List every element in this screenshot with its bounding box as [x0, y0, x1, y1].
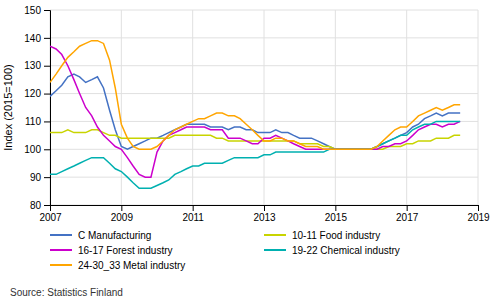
y-tick: 150 [24, 5, 50, 16]
y-tick-label: 130 [24, 60, 41, 71]
legend-label: C Manufacturing [78, 230, 151, 241]
grid-line-x [192, 10, 193, 205]
y-tick-mark [44, 177, 50, 178]
legend-swatch [50, 264, 72, 266]
x-tick-mark [478, 205, 479, 211]
x-tick-label: 2007 [39, 212, 62, 223]
source-note: Source: Statistics Finland [10, 287, 123, 298]
x-tick: 2011 [182, 205, 204, 223]
x-tick-mark [335, 205, 336, 211]
legend-item: 10-11 Food industry [264, 230, 380, 241]
x-tick-label: 2011 [182, 212, 204, 223]
y-tick-mark [44, 205, 50, 206]
y-tick-label: 120 [24, 88, 41, 99]
y-tick-mark [44, 10, 50, 11]
grid-line-x [406, 10, 407, 205]
y-tick-label: 90 [30, 172, 42, 183]
y-tick: 110 [25, 116, 50, 127]
legend-swatch [50, 234, 72, 236]
y-tick-mark [44, 94, 50, 95]
y-tick-label: 110 [25, 116, 41, 127]
series-line [50, 74, 460, 149]
x-tick: 2019 [467, 205, 490, 223]
y-tick-label: 140 [24, 33, 41, 44]
x-tick-label: 2019 [467, 212, 490, 223]
y-tick: 80 [30, 200, 50, 211]
legend-label: 16-17 Forest industry [78, 245, 173, 256]
x-tick-mark [121, 205, 122, 211]
x-tick: 2013 [253, 205, 276, 223]
legend-item: 24-30_33 Metal industry [50, 260, 185, 271]
x-tick: 2017 [396, 205, 419, 223]
legend-label: 10-11 Food industry [292, 230, 380, 241]
grid-line-x [121, 10, 122, 205]
legend-swatch [50, 249, 72, 251]
legend-item: C Manufacturing [50, 230, 151, 241]
x-tick-mark [407, 205, 408, 211]
legend-label: 24-30_33 Metal industry [78, 260, 185, 271]
legend-item: 16-17 Forest industry [50, 245, 173, 256]
lines [50, 41, 460, 189]
x-tick-label: 2013 [253, 212, 276, 223]
x-tick: 2007 [39, 205, 62, 223]
grid-line-x [478, 10, 479, 205]
x-tick-label: 2015 [325, 212, 348, 223]
y-tick: 140 [24, 33, 50, 44]
y-tick-label: 150 [24, 5, 41, 16]
y-tick-mark [44, 149, 50, 150]
y-tick-mark [44, 66, 50, 67]
legend-swatch [264, 234, 286, 236]
y-tick: 130 [24, 60, 50, 71]
y-tick: 120 [24, 88, 50, 99]
legend-label: 19-22 Chemical industry [292, 245, 400, 256]
series-line [50, 121, 460, 188]
y-tick-mark [44, 121, 50, 122]
grid-line-x [264, 10, 265, 205]
y-axis: 80 90 100 110 120 130 140 150 [24, 5, 50, 211]
y-tick: 90 [30, 172, 50, 183]
plot: 2007 2009 2011 2013 2015 2017 2019 80 90 100 110 12… [2, 5, 490, 223]
x-tick: 2009 [111, 205, 134, 223]
chart: 2007 2009 2011 2013 2015 2017 2019 80 90 100 110 12… [0, 0, 493, 304]
y-axis-line [44, 11, 51, 206]
y-axis-title: Index (2015=100) [2, 64, 14, 151]
x-tick-mark [264, 205, 265, 211]
grid-line-x [335, 10, 336, 205]
y-tick: 100 [24, 144, 50, 155]
y-tick-mark [44, 38, 50, 39]
x-tick: 2015 [325, 205, 348, 223]
legend-swatch [264, 249, 286, 251]
grid [50, 10, 478, 205]
legend-item: 19-22 Chemical industry [264, 245, 400, 256]
y-tick-label: 100 [24, 144, 41, 155]
x-axis: 2007 2009 2011 2013 2015 2017 2019 [39, 205, 490, 223]
x-axis-line [51, 206, 479, 212]
x-tick-mark [193, 205, 194, 211]
y-tick-label: 80 [30, 200, 42, 211]
series-line [50, 41, 460, 150]
x-tick-label: 2009 [111, 212, 134, 223]
legend: C Manufacturing 10-11 Food industry 16-17 … [50, 230, 400, 271]
x-tick-label: 2017 [396, 212, 419, 223]
